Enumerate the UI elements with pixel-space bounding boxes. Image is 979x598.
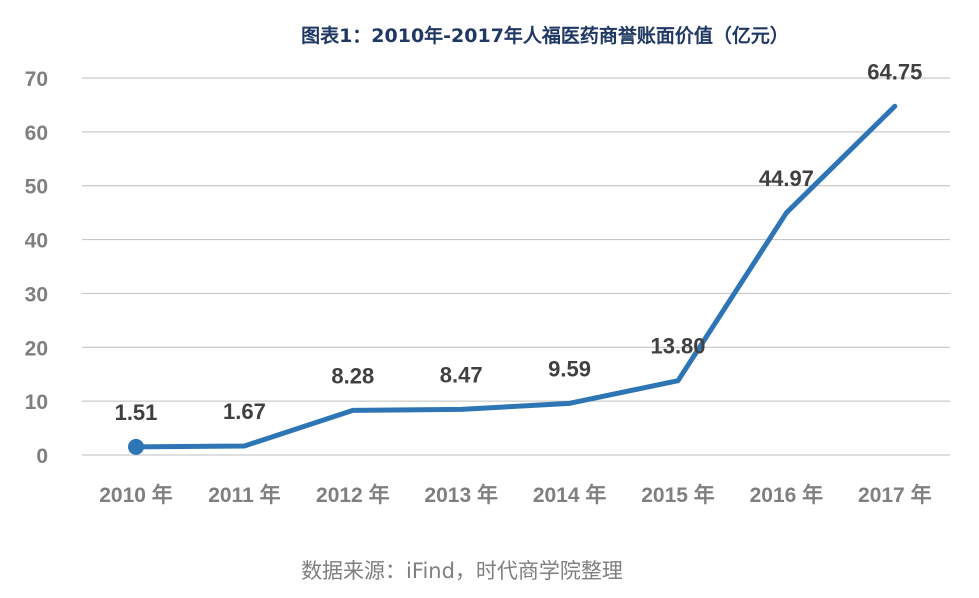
chart-title: 图表1：2010年-2017年人福医药商誉账面价值（亿元）: [301, 24, 789, 47]
data-label: 9.59: [548, 356, 591, 381]
data-label: 8.47: [440, 362, 483, 387]
data-label: 64.75: [867, 59, 922, 84]
x-tick-label: 2016 年: [750, 483, 824, 507]
series-polyline: [133, 103, 898, 450]
source-note: 数据来源：iFind，时代商学院整理: [301, 559, 623, 583]
y-tick-label: 10: [25, 391, 48, 414]
data-label: 44.97: [759, 166, 814, 191]
x-tick-label: 2012 年: [316, 483, 390, 507]
data-labels: 1.51 1.67 8.28 8.47 9.59 13.80 44.97 64.75: [115, 59, 923, 425]
y-tick-label: 40: [25, 230, 48, 253]
y-tick-label: 50: [25, 176, 48, 199]
x-tick-label: 2014 年: [533, 483, 607, 507]
x-tick-label: 2011 年: [208, 483, 280, 507]
x-tick-label: 2010 年: [99, 483, 173, 507]
data-label: 8.28: [331, 363, 374, 388]
y-tick-label: 70: [25, 68, 48, 91]
x-tick-label: 2013 年: [424, 483, 498, 507]
y-tick-label: 0: [36, 445, 48, 468]
gridlines: [82, 77, 950, 456]
y-tick-label: 20: [25, 337, 48, 360]
data-label: 1.67: [223, 399, 266, 424]
data-label: 1.51: [115, 400, 158, 425]
y-tick-label: 60: [25, 122, 48, 145]
x-axis-ticks: 2010 年 2011 年 2012 年 2013 年 2014 年 2015 年 2016…: [99, 483, 931, 507]
y-axis-ticks: 0 10 20 30 40 50 60 70: [25, 68, 48, 468]
y-tick-label: 30: [25, 283, 48, 306]
series-line: [128, 103, 898, 455]
data-label: 13.80: [650, 334, 705, 359]
data-point-marker: [128, 438, 144, 455]
x-tick-label: 2017 年: [858, 483, 932, 507]
x-tick-label: 2015 年: [641, 483, 715, 507]
